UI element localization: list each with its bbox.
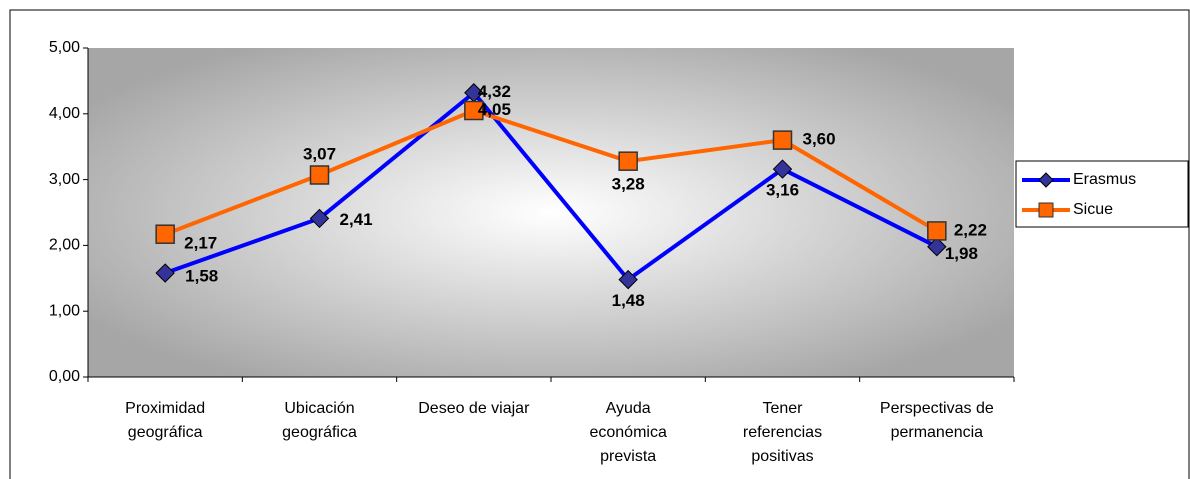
plot-area (88, 48, 1014, 377)
marker (155, 224, 175, 244)
marker (927, 237, 947, 257)
y-tick-label: 0,00 (49, 368, 80, 385)
legend-label: Erasmus (1073, 171, 1136, 188)
y-tick-label: 3,00 (49, 171, 80, 188)
marker (772, 130, 793, 150)
value-label: 4,05 (478, 100, 511, 119)
value-label: 1,58 (185, 267, 218, 286)
x-tick-label: Ubicación geográfica (282, 400, 357, 441)
marker (618, 269, 638, 290)
y-tick-label: 2,00 (49, 237, 80, 254)
legend-marker (1038, 172, 1054, 188)
marker (927, 221, 947, 241)
marker (155, 263, 175, 283)
marker (464, 100, 484, 121)
legend-marker (1038, 202, 1054, 218)
legend-label: Sicue (1073, 201, 1113, 218)
marker (309, 165, 330, 185)
x-tick-label: Ayuda económica prevista (589, 400, 666, 465)
y-tick-label: 1,00 (49, 302, 80, 319)
frame (9, 9, 1190, 479)
series-line (164, 108, 938, 237)
value-label: 2,22 (954, 220, 987, 239)
x-tick-label: Deseo de viajar (418, 400, 530, 417)
value-label: 3,16 (766, 181, 799, 200)
value-label: 1,98 (945, 244, 978, 263)
value-label: 3,07 (303, 144, 336, 163)
y-tick-label: 4,00 (49, 105, 80, 122)
value-label: 4,32 (478, 82, 511, 101)
value-label: 3,60 (803, 130, 836, 149)
marker (772, 159, 793, 179)
marker (309, 208, 330, 229)
x-tick-label: Proximidad geográfica (125, 400, 205, 441)
y-tick-label: 5,00 (49, 39, 80, 56)
x-tick-label: Perspectivas de permanencia (880, 400, 994, 441)
marker (618, 151, 638, 171)
value-label: 2,41 (340, 210, 373, 229)
x-tick-label: Tener referencias positivas (743, 400, 822, 465)
value-label: 3,28 (612, 175, 645, 194)
value-label: 1,48 (612, 291, 645, 310)
value-label: 2,17 (184, 234, 217, 253)
series-line (164, 90, 938, 282)
